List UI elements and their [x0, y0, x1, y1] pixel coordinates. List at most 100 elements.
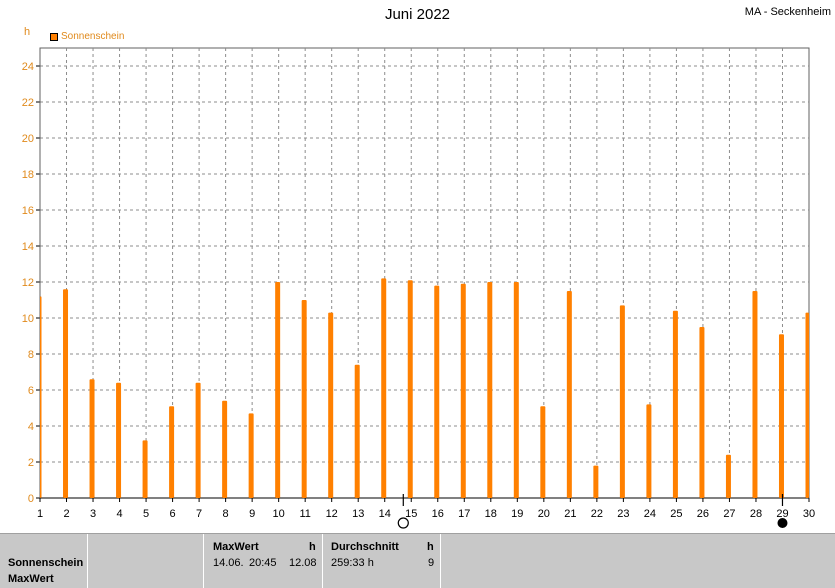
footer-avg-value: 9: [428, 557, 435, 569]
bar-day-28: [752, 291, 758, 498]
x-tick-label: 2: [63, 508, 69, 520]
bar-day-29: [778, 334, 784, 498]
x-tick-label: 10: [273, 508, 285, 520]
station-name: MA - Seckenheim: [744, 6, 831, 18]
bar-day-4: [116, 382, 122, 498]
bar-day-1: [40, 296, 42, 498]
bar-day-12: [328, 312, 334, 498]
bar-day-24: [646, 404, 652, 498]
x-tick-label: 29: [776, 508, 788, 520]
x-tick-label: 6: [170, 508, 176, 520]
x-tick-label: 16: [432, 508, 444, 520]
bar-day-25: [672, 310, 678, 498]
x-tick-label: 14: [379, 508, 391, 520]
bar-day-21: [566, 291, 572, 498]
x-tick-label: 18: [485, 508, 497, 520]
y-tick-label: 14: [22, 241, 34, 253]
bar-day-27: [725, 454, 731, 498]
bar-day-16: [434, 285, 440, 498]
footer-max-date: 14.06.: [213, 557, 244, 569]
bar-day-17: [460, 283, 466, 498]
bar-day-15: [407, 280, 413, 498]
footer-avg-unit: h: [427, 541, 434, 553]
x-tick-label: 7: [196, 508, 202, 520]
bar-day-22: [593, 465, 599, 498]
y-tick-label: 24: [22, 61, 34, 73]
y-tick-label: 0: [28, 493, 34, 505]
x-tick-label: 27: [723, 508, 735, 520]
y-tick-label: 2: [28, 457, 34, 469]
x-tick-label: 25: [670, 508, 682, 520]
summary-footer: Sonnenschein MaxWert MaxWert h 14.06. 20…: [0, 533, 835, 588]
footer-avg-header: Durchschnitt: [331, 541, 399, 553]
x-tick-label: 13: [352, 508, 364, 520]
bar-day-6: [169, 406, 175, 498]
y-tick-label: 12: [22, 277, 34, 289]
x-tick-label: 22: [591, 508, 603, 520]
x-tick-label: 5: [143, 508, 149, 520]
x-tick-label: 19: [511, 508, 523, 520]
x-tick-label: 12: [326, 508, 338, 520]
x-tick-label: 3: [90, 508, 96, 520]
y-tick-label: 20: [22, 133, 34, 145]
footer-max-time: 20:45: [249, 557, 277, 569]
footer-avg-total: 259:33 h: [331, 557, 374, 569]
footer-max-unit: h: [309, 541, 316, 553]
x-tick-label: 17: [458, 508, 470, 520]
bar-day-23: [619, 305, 625, 498]
y-tick-label: 22: [22, 97, 34, 109]
chart-title: Juni 2022: [384, 6, 451, 23]
x-tick-label: 20: [538, 508, 550, 520]
legend-label-sonnenschein: Sonnenschein: [61, 31, 125, 42]
bar-day-11: [301, 300, 307, 498]
y-axis-unit: h: [24, 26, 31, 38]
bar-day-26: [699, 327, 705, 498]
x-tick-label: 23: [617, 508, 629, 520]
bar-day-18: [487, 282, 493, 498]
bar-day-10: [275, 282, 281, 498]
footer-max-value: 12.08: [289, 557, 317, 569]
bar-day-20: [540, 406, 546, 498]
bar-day-30: [805, 312, 809, 498]
footer-row-label-maxwert: MaxWert: [8, 573, 54, 585]
footer-avg-column: Durchschnitt h 259:33 h 9: [323, 534, 441, 588]
plot-frame: [39, 47, 810, 499]
x-tick-label: 9: [249, 508, 255, 520]
x-tick-label: 28: [750, 508, 762, 520]
x-tick-label: 11: [299, 508, 310, 520]
x-tick-label: 15: [405, 508, 417, 520]
bar-day-5: [142, 440, 148, 498]
bar-day-14: [381, 278, 387, 498]
bar-day-7: [195, 382, 201, 498]
bar-day-19: [513, 282, 519, 498]
y-tick-label: 16: [22, 205, 34, 217]
x-tick-label: 8: [223, 508, 229, 520]
footer-label-column: Sonnenschein MaxWert: [0, 534, 88, 588]
x-tick-label: 4: [116, 508, 122, 520]
footer-max-header: MaxWert: [213, 541, 259, 553]
footer-row-label-sonnenschein: Sonnenschein: [8, 557, 84, 569]
footer-spacer-column: [88, 534, 204, 588]
footer-max-column: MaxWert h 14.06. 20:45 12.08: [204, 534, 323, 588]
y-tick-label: 8: [28, 349, 34, 361]
legend-swatch-sonnenschein: [50, 32, 58, 41]
new-moon-icon: [777, 518, 788, 528]
x-tick-label: 1: [37, 508, 43, 520]
x-tick-label: 21: [564, 508, 576, 520]
bar-day-2: [63, 289, 69, 498]
y-tick-label: 4: [28, 421, 34, 433]
y-tick-label: 18: [22, 169, 34, 181]
bar-day-13: [354, 364, 360, 498]
x-tick-label: 30: [803, 508, 815, 520]
bar-day-9: [248, 413, 254, 498]
y-tick-label: 6: [28, 385, 34, 397]
legend: Sonnenschein: [50, 31, 124, 42]
bar-day-3: [89, 379, 95, 498]
y-tick-label: 10: [22, 313, 34, 325]
x-tick-label: 26: [697, 508, 709, 520]
x-tick-label: 24: [644, 508, 656, 520]
full-moon-icon: [397, 517, 409, 529]
bar-day-8: [222, 400, 228, 498]
